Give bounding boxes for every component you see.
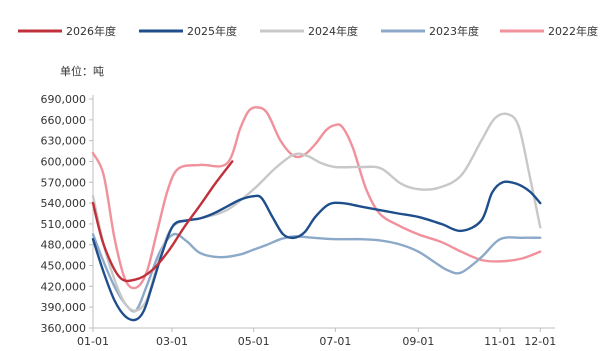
x-axis: 01-01 03-01 05-01 07-01 09-01 11-01 12-01: [77, 327, 556, 348]
series-line: [91, 160, 234, 283]
y-tick-label: 510,000: [41, 218, 87, 231]
x-tick-label: 05-01: [238, 335, 270, 348]
x-tick-label: 03-01: [156, 335, 188, 348]
y-tick-label: 690,000: [41, 93, 87, 106]
legend-label: 2024年度: [308, 24, 358, 38]
legend-label: 2026年度: [66, 24, 116, 38]
legend-label: 2023年度: [429, 24, 479, 38]
x-tick-label: 11-01: [484, 335, 516, 348]
y-tick-label: 600,000: [41, 155, 87, 168]
x-tick-label: 12-01: [524, 335, 556, 348]
y-tick-label: 420,000: [41, 280, 87, 293]
y-axis: 360,000 390,000 420,000 450,000 480,000 510,0…: [41, 93, 94, 335]
legend-label: 2022年度: [548, 24, 598, 38]
series-line: [91, 180, 542, 322]
legend: 2026年度 2025年度 2024年度 2023年度 2022年度: [18, 24, 598, 38]
y-tick-label: 480,000: [41, 239, 87, 252]
x-tick-label: 01-01: [77, 335, 109, 348]
x-tick-label: 09-01: [402, 335, 434, 348]
unit-label: 单位：吨: [60, 64, 104, 78]
series-line: [91, 106, 542, 290]
y-tick-label: 540,000: [41, 197, 87, 210]
series-lines: [91, 106, 542, 322]
y-tick-label: 570,000: [41, 176, 87, 189]
y-tick-label: 390,000: [41, 301, 87, 314]
series-line: [91, 112, 542, 312]
x-tick-label: 07-01: [319, 335, 351, 348]
legend-label: 2025年度: [187, 24, 237, 38]
series-line: [91, 232, 542, 313]
y-tick-label: 450,000: [41, 260, 87, 273]
y-tick-label: 360,000: [41, 322, 87, 335]
y-tick-label: 660,000: [41, 114, 87, 127]
y-tick-label: 630,000: [41, 135, 87, 148]
